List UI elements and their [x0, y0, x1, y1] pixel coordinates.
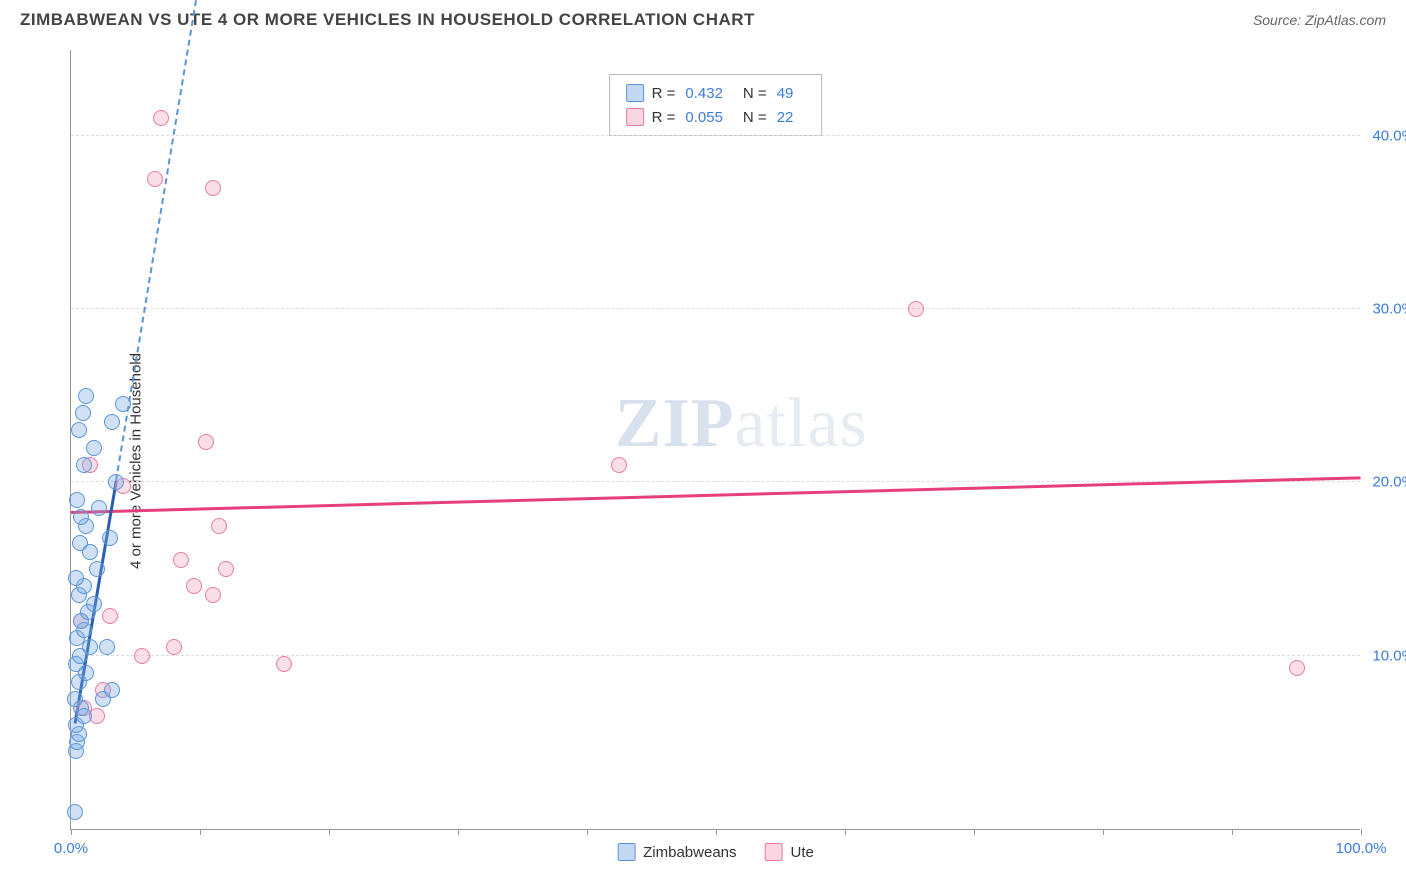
data-point: [1289, 660, 1305, 676]
data-point: [908, 301, 924, 317]
x-tick: [845, 829, 846, 835]
x-tick-label: 100.0%: [1336, 840, 1387, 857]
x-tick: [716, 829, 717, 835]
data-point: [99, 639, 115, 655]
data-point: [86, 440, 102, 456]
x-tick: [587, 829, 588, 835]
data-point: [78, 388, 94, 404]
legend-series-label: Ute: [791, 844, 814, 861]
x-tick: [1361, 829, 1362, 835]
data-point: [153, 110, 169, 126]
x-tick: [974, 829, 975, 835]
data-point: [218, 561, 234, 577]
legend-r-value: 0.432: [685, 85, 723, 102]
data-point: [104, 682, 120, 698]
legend-n-value: 22: [777, 109, 794, 126]
data-point: [102, 608, 118, 624]
x-tick: [1103, 829, 1104, 835]
data-point: [75, 405, 91, 421]
legend-stat-row: R = 0.055 N = 22: [626, 105, 806, 129]
data-point: [147, 171, 163, 187]
data-point: [69, 492, 85, 508]
legend-series: Zimbabweans Ute: [617, 843, 814, 861]
chart-container: 4 or more Vehicles in Household ZIPatlas…: [20, 40, 1386, 882]
trend-line: [115, 0, 227, 482]
y-tick-label: 10.0%: [1372, 647, 1406, 664]
y-tick-label: 40.0%: [1372, 127, 1406, 144]
legend-swatch: [765, 843, 783, 861]
x-tick: [1232, 829, 1233, 835]
x-tick-label: 0.0%: [54, 840, 88, 857]
data-point: [71, 422, 87, 438]
gridline-h: [71, 655, 1360, 656]
legend-r-label: R =: [652, 109, 676, 126]
watermark: ZIPatlas: [615, 384, 868, 464]
x-tick: [329, 829, 330, 835]
y-tick-label: 20.0%: [1372, 474, 1406, 491]
data-point: [89, 561, 105, 577]
data-point: [611, 457, 627, 473]
legend-swatch: [617, 843, 635, 861]
data-point: [198, 434, 214, 450]
data-point: [102, 530, 118, 546]
data-point: [115, 396, 131, 412]
plot-area: ZIPatlas R =0.432N =49R =0.055N =22 Zimb…: [70, 50, 1360, 830]
legend-n-label: N =: [743, 85, 767, 102]
x-tick: [458, 829, 459, 835]
legend-stat-row: R = 0.432 N = 49: [626, 81, 806, 105]
data-point: [68, 570, 84, 586]
gridline-h: [71, 308, 1360, 309]
legend-stats: R = 0.432 N = 49 R = 0.055 N = 22: [609, 74, 823, 136]
data-point: [186, 578, 202, 594]
legend-r-value: 0.055: [685, 109, 723, 126]
y-tick-label: 30.0%: [1372, 301, 1406, 318]
data-point: [67, 804, 83, 820]
data-point: [205, 180, 221, 196]
legend-n-label: N =: [743, 109, 767, 126]
legend-n-value: 49: [777, 85, 794, 102]
data-point: [76, 457, 92, 473]
data-point: [134, 648, 150, 664]
legend-series-label: Zimbabweans: [643, 844, 736, 861]
legend-swatch: [626, 84, 644, 102]
source-attribution: Source: ZipAtlas.com: [1253, 12, 1386, 28]
data-point: [104, 414, 120, 430]
data-point: [166, 639, 182, 655]
legend-series-item: Ute: [765, 843, 814, 861]
legend-series-item: Zimbabweans: [617, 843, 736, 861]
x-tick: [200, 829, 201, 835]
chart-title: ZIMBABWEAN VS UTE 4 OR MORE VEHICLES IN …: [20, 10, 755, 30]
data-point: [86, 596, 102, 612]
data-point: [205, 587, 221, 603]
data-point: [67, 691, 83, 707]
data-point: [72, 535, 88, 551]
legend-r-label: R =: [652, 85, 676, 102]
data-point: [91, 500, 107, 516]
data-point: [76, 708, 92, 724]
data-point: [108, 474, 124, 490]
x-tick: [71, 829, 72, 835]
data-point: [211, 518, 227, 534]
data-point: [73, 509, 89, 525]
legend-swatch: [626, 108, 644, 126]
chart-header: ZIMBABWEAN VS UTE 4 OR MORE VEHICLES IN …: [0, 0, 1406, 36]
data-point: [276, 656, 292, 672]
gridline-h: [71, 135, 1360, 136]
data-point: [173, 552, 189, 568]
